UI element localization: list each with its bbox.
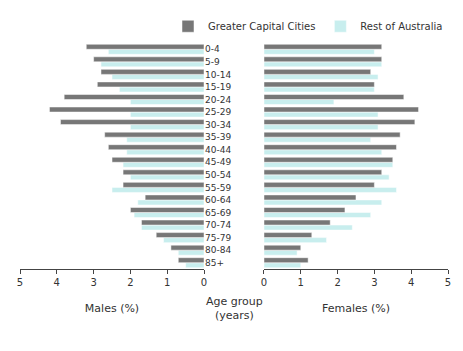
svg-text:5: 5: [17, 277, 23, 288]
svg-text:Greater Capital Cities: Greater Capital Cities: [208, 21, 315, 32]
svg-text:Age group(years): Age group(years): [206, 295, 263, 322]
svg-text:10-14: 10-14: [205, 70, 231, 80]
svg-text:3: 3: [90, 277, 96, 288]
svg-text:0: 0: [201, 277, 207, 288]
svg-text:0-4: 0-4: [205, 44, 220, 54]
svg-text:45-49: 45-49: [205, 157, 231, 167]
svg-text:65-69: 65-69: [205, 208, 231, 218]
svg-text:80-84: 80-84: [205, 245, 231, 255]
svg-text:35-39: 35-39: [205, 132, 231, 142]
svg-text:50-54: 50-54: [205, 170, 231, 180]
svg-text:4: 4: [54, 277, 60, 288]
svg-text:2: 2: [334, 277, 340, 288]
svg-text:4: 4: [408, 277, 414, 288]
svg-text:Males (%): Males (%): [85, 302, 139, 315]
svg-text:70-74: 70-74: [205, 220, 231, 230]
svg-text:15-19: 15-19: [205, 82, 231, 92]
svg-text:1: 1: [164, 277, 170, 288]
svg-text:1: 1: [298, 277, 304, 288]
svg-text:20-24: 20-24: [205, 95, 231, 105]
svg-text:0: 0: [261, 277, 267, 288]
svg-text:2: 2: [127, 277, 133, 288]
svg-text:60-64: 60-64: [205, 195, 231, 205]
svg-text:Rest of Australia: Rest of Australia: [360, 21, 442, 32]
svg-text:85+: 85+: [205, 258, 224, 268]
svg-text:5: 5: [445, 277, 451, 288]
svg-text:55-59: 55-59: [205, 183, 231, 193]
svg-text:5-9: 5-9: [205, 57, 220, 67]
svg-text:25-29: 25-29: [205, 107, 231, 117]
svg-text:Females (%): Females (%): [322, 302, 390, 315]
svg-text:30-34: 30-34: [205, 120, 231, 130]
svg-text:3: 3: [371, 277, 377, 288]
svg-text:40-44: 40-44: [205, 145, 231, 155]
svg-text:75-79: 75-79: [205, 233, 231, 243]
